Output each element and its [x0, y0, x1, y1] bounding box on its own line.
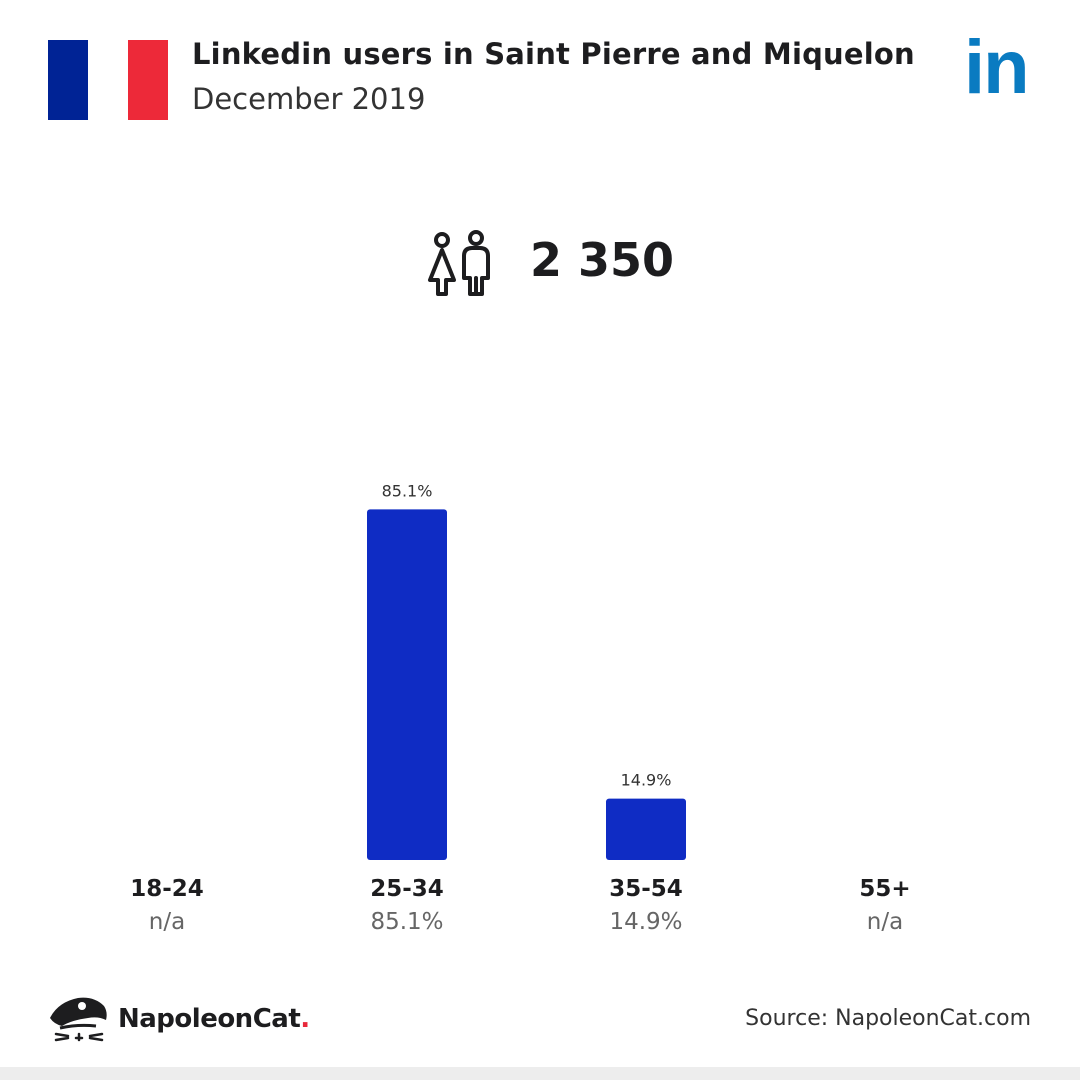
- flag-band-blue: [48, 40, 88, 120]
- category-value-55+: n/a: [866, 909, 904, 935]
- napoleoncat-brand-name: NapoleonCat.: [118, 1004, 310, 1034]
- category-label-35-54: 35-54: [609, 876, 683, 902]
- bar-35-54: [606, 798, 686, 860]
- chart-subtitle: December 2019: [192, 82, 426, 116]
- bar-value-label-25-34: 85.1%: [382, 481, 433, 500]
- brand-name-dot: .: [300, 1004, 310, 1034]
- source-text: Source: NapoleonCat.com: [745, 1006, 1031, 1031]
- category-label-55+: 55+: [859, 876, 911, 902]
- bar-25-34: [367, 509, 447, 860]
- bottom-strip: [0, 1067, 1080, 1080]
- category-label-18-24: 18-24: [130, 876, 204, 902]
- linkedin-logo-icon: in: [964, 25, 1030, 110]
- flag-band-white: [88, 40, 128, 120]
- users-icon: [428, 230, 490, 296]
- bar-value-label-35-54: 14.9%: [621, 771, 672, 790]
- country-flag: [48, 40, 168, 120]
- category-label-25-34: 25-34: [370, 876, 444, 902]
- category-value-25-34: 85.1%: [370, 909, 444, 935]
- flag-band-red: [128, 40, 168, 120]
- category-value-35-54: 14.9%: [609, 909, 683, 935]
- brand-name-text: NapoleonCat: [118, 1004, 301, 1034]
- napoleoncat-logo-icon: [50, 997, 107, 1042]
- bar-chart: 85.1% 14.9%: [367, 481, 686, 860]
- total-users-value: 2 350: [530, 233, 675, 287]
- category-value-18-24: n/a: [148, 909, 186, 935]
- chart-title: Linkedin users in Saint Pierre and Mique…: [192, 37, 915, 71]
